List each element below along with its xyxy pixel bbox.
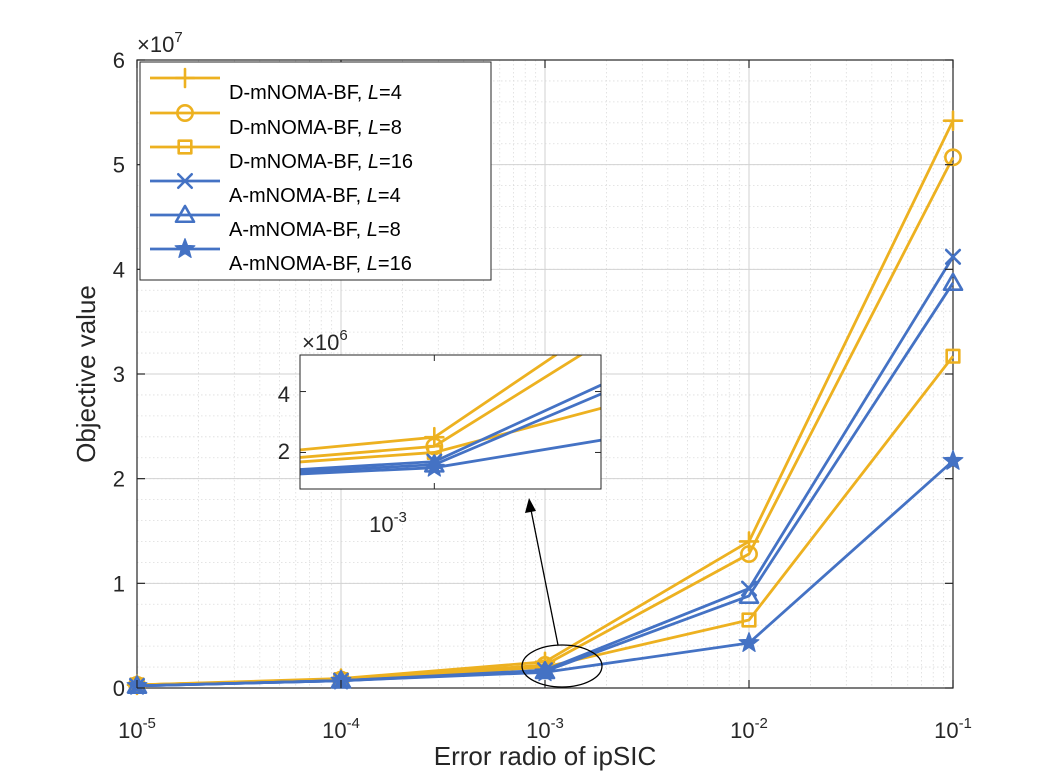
inset-y-multiplier-base: ×10	[302, 330, 339, 355]
legend-marker	[174, 204, 196, 224]
y-multiplier-base: ×10	[137, 32, 174, 57]
x-tick-exp: -1	[959, 715, 972, 732]
y-tick-label: 5	[113, 153, 125, 178]
y-axis-label: Objective value	[71, 285, 101, 463]
x-tick-label: 10-2	[730, 715, 768, 743]
legend-swatch-6	[150, 238, 220, 258]
data-point-marker	[942, 110, 964, 132]
legend-label-6: A-mNOMA-BF, L=16	[229, 253, 412, 275]
inset-y-multiplier: ×106	[302, 327, 348, 355]
legend-swatch-4	[150, 172, 220, 190]
zoom-arrow-line	[530, 509, 559, 646]
inset-series-6	[300, 438, 601, 477]
inset: ×106 4 2 10-3	[278, 327, 602, 537]
y-tick-label: 2	[113, 467, 125, 492]
x-tick-base: 10	[526, 718, 550, 743]
inset-x-tick-exp: -3	[394, 509, 407, 526]
series-6	[126, 449, 964, 695]
x-tick-base: 10	[730, 718, 754, 743]
data-point-marker	[942, 449, 964, 470]
legend-marker	[176, 172, 194, 190]
legend-marker	[174, 67, 196, 89]
zoom-arrow-head	[525, 498, 536, 513]
x-tick-exp: -2	[755, 715, 768, 732]
inset-y-multiplier-exp: 6	[339, 327, 347, 344]
inset-x-tick-label: 10-3	[369, 509, 407, 537]
legend-box	[139, 61, 492, 281]
data-point-marker	[534, 661, 556, 682]
inset-series-1	[300, 355, 559, 452]
y-tick-label: 3	[113, 362, 125, 387]
x-axis-label: Error radio of ipSIC	[434, 741, 657, 771]
inset-series-line	[300, 406, 601, 464]
x-tick-label: 10-3	[526, 715, 564, 743]
y-tick-label: 4	[113, 257, 125, 282]
y-tick-label: 6	[113, 48, 125, 73]
legend-label-1: D-mNOMA-BF, L=4	[229, 82, 402, 104]
legend: D-mNOMA-BF, L=4 D-mNOMA-BF, L=8 D-mNOMA-…	[139, 61, 492, 281]
data-point-marker	[740, 545, 758, 563]
data-point-marker	[945, 348, 961, 364]
y-tick-label: 0	[113, 676, 125, 701]
data-point-marker	[738, 585, 760, 604]
legend-label-5: A-mNOMA-BF, L=8	[229, 219, 401, 241]
legend-swatch-1	[150, 67, 220, 89]
y-multiplier: ×107	[137, 29, 183, 57]
data-point-marker	[944, 248, 962, 265]
inset-data-point-marker	[423, 456, 445, 477]
x-tick-exp: -3	[551, 715, 564, 732]
y-multiplier-exp: 7	[174, 29, 182, 46]
x-tick-base: 10	[118, 718, 142, 743]
legend-marker	[174, 238, 196, 258]
x-tick-label: 10-5	[118, 715, 156, 743]
inset-plot	[300, 355, 601, 477]
x-tick-exp: -5	[143, 715, 156, 732]
x-tick-exp: -4	[347, 715, 360, 732]
inset-y-tick-label: 4	[278, 382, 290, 407]
data-point-marker	[942, 272, 964, 291]
legend-label-3: D-mNOMA-BF, L=16	[229, 151, 413, 173]
legend-swatch-3	[150, 139, 220, 155]
x-tick-base: 10	[934, 718, 958, 743]
series-group	[126, 110, 964, 696]
x-tick-label: 10-4	[322, 715, 360, 743]
inset-data-point-marker	[425, 437, 444, 456]
x-tick-base: 10	[322, 718, 346, 743]
inset-border	[299, 354, 602, 490]
inset-y-tick-label: 2	[278, 439, 290, 464]
legend-marker	[176, 104, 194, 122]
legend-swatch-2	[150, 104, 220, 122]
inset-x-tick-base: 10	[369, 512, 393, 537]
inset-data-point-marker	[424, 426, 445, 448]
legend-label-4: A-mNOMA-BF, L=4	[229, 185, 401, 207]
data-point-marker	[741, 612, 757, 628]
x-tick-label: 10-1	[934, 715, 972, 743]
y-tick-label: 1	[113, 571, 125, 596]
legend-label-2: D-mNOMA-BF, L=8	[229, 117, 402, 139]
legend-marker	[177, 139, 193, 155]
zoom-ellipse	[521, 644, 603, 688]
legend-swatch-5	[150, 204, 220, 224]
data-point-marker	[738, 632, 760, 652]
